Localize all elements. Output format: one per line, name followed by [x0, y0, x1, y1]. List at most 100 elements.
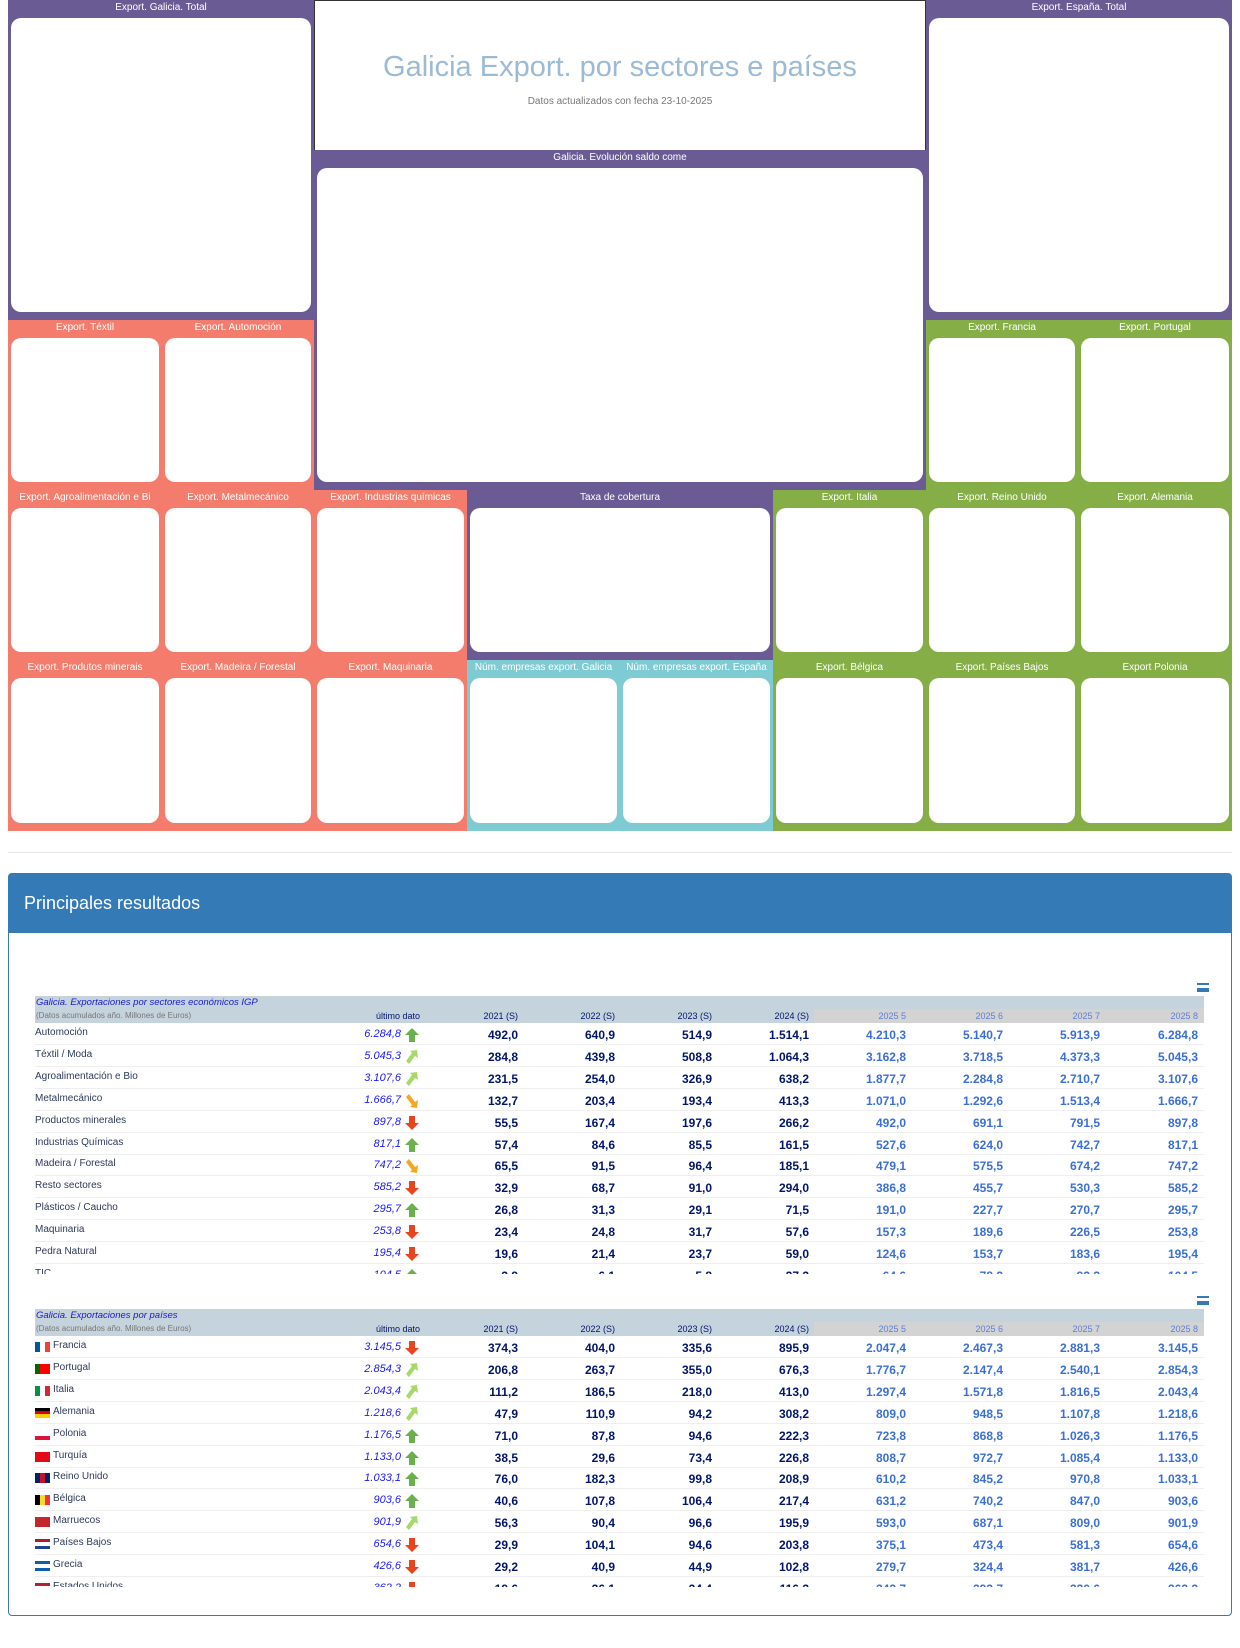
table-cell: 972,7 [972, 1450, 1003, 1465]
table-cell: 631,2 [875, 1494, 906, 1509]
menu-icon-bar [1197, 987, 1209, 990]
trend [404, 1384, 420, 1400]
table-cell: 23,7 [688, 1247, 712, 1261]
table-cell: 1.133,0 [364, 1450, 401, 1463]
arrow-shape [405, 1181, 419, 1196]
trend [404, 1471, 420, 1487]
flag-stripe [45, 1473, 50, 1484]
table-cell: 654,6 [1167, 1538, 1198, 1553]
panel: Export. Metalmecánico [162, 490, 314, 660]
column-header: 2022 (S) [580, 1324, 615, 1334]
table-cell: 29,9 [494, 1538, 518, 1553]
table-body: Automoción 6.284,8 492,0 640,9 514,9 1.514,1 4… [35, 1023, 1204, 1274]
row-rule [35, 1466, 1204, 1468]
column-header: 2025 7 [1072, 1324, 1100, 1334]
flag-stripe [40, 1385, 45, 1396]
row-rule [35, 1087, 1204, 1089]
flag-stripe [35, 1582, 50, 1587]
table-cell: 206,8 [487, 1362, 518, 1377]
panel-body [1081, 678, 1229, 823]
flag-stripe [35, 1411, 50, 1415]
table-cell: 90,4 [591, 1516, 615, 1531]
table-cell: 161,5 [778, 1137, 809, 1152]
panel-title: Export. Produtos minerais [27, 662, 143, 673]
flag [35, 1407, 50, 1418]
table-cell: 868,8 [972, 1428, 1003, 1443]
table-cell: 183,6 [1069, 1247, 1100, 1261]
panel: Núm. empresas export. España [620, 660, 773, 831]
trend [404, 1137, 420, 1153]
flag-stripe [35, 1545, 50, 1550]
row-rule [35, 1109, 1204, 1111]
column-header: 2025 5 [878, 1324, 906, 1334]
column-header: 2024 (S) [774, 1324, 809, 1334]
table-title: Galicia. Exportaciones por países [36, 1310, 178, 1321]
arrow-shape [405, 1225, 419, 1240]
table-cell: 2.540,1 [1059, 1362, 1100, 1377]
column-header: 2023 (S) [677, 1011, 712, 1021]
table-cell: 426,6 [373, 1560, 401, 1572]
panel: Export. Madeira / Forestal [162, 660, 314, 831]
row-rule [35, 1065, 1204, 1067]
table-cell: 1.292,6 [962, 1093, 1003, 1108]
arrow-shape [406, 1159, 418, 1174]
table-cell: 1.033,1 [1157, 1472, 1198, 1487]
table-cell: 153,7 [972, 1247, 1003, 1261]
panel-title: Export. Reino Unido [957, 492, 1047, 503]
panel-title: Export. Países Bajos [955, 662, 1049, 673]
table-cell: 6.284,8 [364, 1028, 401, 1040]
row-label: Bélgica [53, 1493, 86, 1505]
flag-stripe [40, 1342, 45, 1352]
table-cell: 19,6 [494, 1247, 518, 1261]
table-cell: 191,0 [875, 1203, 906, 1218]
table-cell: 514,9 [681, 1028, 712, 1042]
row-rule [35, 1554, 1204, 1556]
flag-stripe [45, 1363, 50, 1374]
trend-arrow [405, 1494, 419, 1509]
trend [404, 1515, 420, 1531]
table-cell: 203,8 [778, 1538, 809, 1553]
menu-icon[interactable] [1197, 1296, 1209, 1305]
flag-stripe [35, 1473, 40, 1484]
table-cell: 23,4 [494, 1225, 518, 1240]
table-cell: 362,2 [1088, 1582, 1198, 1587]
table-cell: 2.043,4 [364, 1384, 401, 1397]
table-cell: 293,7 [893, 1582, 1003, 1587]
panel: Galicia. Evolución saldo come [314, 150, 926, 490]
panel: Export. Téxtil [8, 320, 162, 490]
panel-title: Export. Galicia. Total [115, 2, 207, 13]
row-rule [35, 1576, 1204, 1577]
flag-stripe [35, 1363, 40, 1374]
table-cell: 57,6 [785, 1225, 809, 1240]
panel-body [11, 338, 159, 482]
flag-stripe [35, 1495, 40, 1506]
row-label: Automoción [35, 1027, 88, 1038]
table-cell: 226,8 [778, 1450, 809, 1465]
table-cell: 87,8 [591, 1428, 615, 1443]
trend-arrow [405, 1450, 419, 1465]
row-rule [35, 1510, 1204, 1512]
column-header: 2021 (S) [483, 1324, 518, 1334]
flag [35, 1495, 50, 1506]
table-cell: 208,9 [778, 1472, 809, 1487]
table-cell: 73,4 [688, 1450, 712, 1465]
menu-icon[interactable] [1197, 983, 1209, 992]
flag-stripe [40, 1517, 45, 1528]
flag [35, 1561, 50, 1571]
panel-title: Núm. empresas export. España [626, 662, 767, 673]
table-cell: 687,1 [972, 1516, 1003, 1531]
row-rule [35, 1532, 1204, 1534]
table-cell: 610,2 [875, 1472, 906, 1487]
row-label: TIC [35, 1267, 52, 1274]
arrow-shape [406, 1268, 418, 1274]
panel-title: Export. España. Total [1031, 2, 1127, 13]
results-header: Principales resultados [9, 874, 1231, 933]
trend-arrow [406, 1384, 418, 1399]
table-cell: 38,5 [494, 1450, 518, 1465]
table-cell: 253,8 [373, 1225, 401, 1238]
trend [404, 1450, 420, 1466]
table-cell: 59,0 [785, 1247, 809, 1261]
divider [8, 852, 1232, 853]
panel-title: Export. Automoción [194, 322, 282, 333]
table-cell: 845,2 [972, 1472, 1003, 1487]
